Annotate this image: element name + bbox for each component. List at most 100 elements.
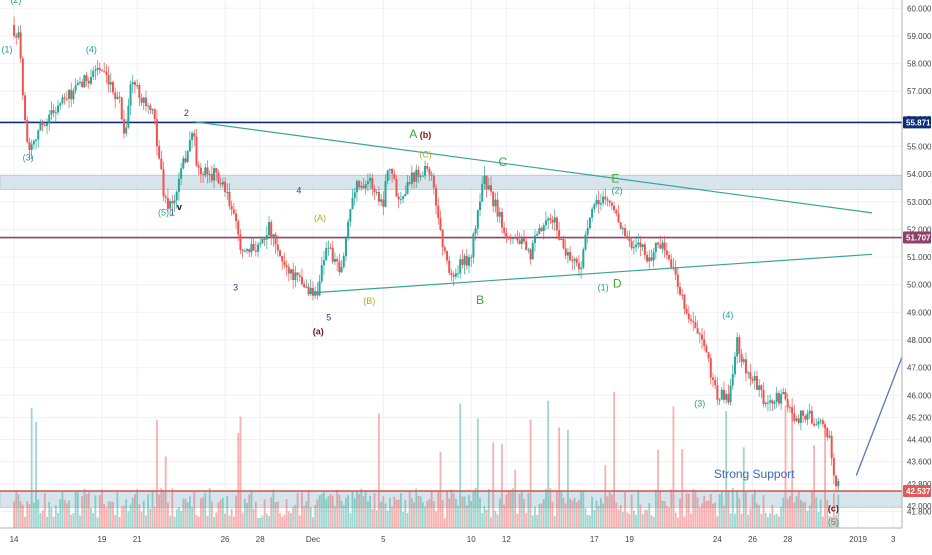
volume-bar (707, 500, 710, 528)
volume-bar (753, 489, 756, 528)
volume-bar (718, 494, 721, 528)
candle-body (813, 423, 816, 426)
volume-bar (736, 490, 739, 528)
y-tick-label: 49.000 (907, 308, 932, 317)
candle-body (375, 191, 378, 193)
volume-bar (125, 499, 128, 528)
candle-body (610, 202, 613, 206)
candle-body (177, 178, 180, 192)
volume-bar (723, 505, 725, 528)
volume-bar (599, 498, 602, 528)
volume-bar (692, 488, 695, 528)
volume-bar (542, 499, 545, 528)
candle-body (518, 240, 521, 245)
volume-bar (397, 499, 400, 528)
volume-bar (248, 494, 251, 528)
candle-body (41, 122, 44, 125)
volume-bar (325, 499, 328, 528)
candle-body (782, 391, 785, 395)
volume-bar (595, 500, 598, 528)
candle-body (832, 458, 835, 476)
candle-body (59, 103, 62, 106)
candle-body (133, 82, 136, 86)
candle-body (155, 119, 158, 147)
candle-body (289, 269, 292, 274)
volume-bar (395, 499, 398, 528)
candle-body (26, 120, 29, 142)
candle-body (707, 352, 710, 359)
candle-body (632, 247, 635, 249)
volume-bar (650, 515, 653, 528)
volume-bar (191, 507, 193, 528)
volume-bar (424, 506, 426, 528)
wave-label: (3) (23, 152, 34, 162)
volume-bar (28, 504, 31, 528)
volume-bar (402, 511, 404, 528)
candle-body (61, 97, 64, 104)
x-tick-label: 28 (783, 535, 792, 544)
candle-body (749, 372, 752, 379)
candle-body (395, 178, 398, 197)
volume-bar (364, 491, 367, 528)
wave-label: (2) (10, 0, 21, 5)
volume-bar (90, 507, 92, 528)
candle-body (509, 237, 512, 240)
candle-body (175, 191, 178, 201)
candle-body (432, 175, 435, 188)
volume-bar (254, 501, 257, 528)
candle-body (472, 233, 475, 258)
volume-bar (101, 489, 103, 528)
candle-body (96, 67, 99, 70)
candle-body (364, 184, 367, 189)
volume-bar (83, 488, 86, 528)
volume-bar (173, 516, 176, 528)
candle-body (435, 187, 438, 206)
volume-bar (279, 512, 281, 528)
y-tick-label: 55.000 (907, 143, 932, 152)
candle-body (494, 199, 497, 207)
candle-body (103, 71, 106, 73)
volume-bar (287, 511, 290, 528)
candle-body (406, 182, 409, 195)
candle-body (325, 248, 328, 261)
volume-bar (76, 492, 79, 528)
candle-body (606, 199, 609, 201)
volume-bar (459, 403, 462, 528)
wave-label: (5) (158, 208, 169, 218)
volume-bar (237, 433, 240, 528)
candle-body (542, 225, 545, 231)
wave-label: (c) (828, 503, 839, 513)
candle-body (173, 200, 176, 204)
candle-body (533, 235, 536, 244)
volume-bar (534, 506, 536, 528)
volume-bar (505, 494, 508, 528)
candle-body (446, 250, 449, 261)
candle-body (826, 427, 829, 438)
volume-bar (626, 512, 629, 528)
candles (13, 16, 840, 493)
candle-body (122, 119, 125, 134)
volume-bar (261, 515, 264, 528)
candle-body (463, 255, 466, 265)
volume-bar (621, 511, 624, 528)
volume-bar (610, 494, 613, 528)
volume-bar (327, 496, 330, 528)
candle-body (727, 393, 730, 403)
volume-bar (558, 427, 561, 528)
candle-body (35, 139, 38, 141)
volume-bar (360, 488, 363, 528)
candle-body (373, 188, 376, 193)
x-tick-label: 28 (256, 535, 265, 544)
volume-bar (230, 508, 233, 528)
candle-body (766, 402, 769, 404)
volume-bar (186, 502, 189, 528)
candle-body (298, 275, 301, 277)
volume-bar (290, 512, 292, 528)
volume-bar (461, 496, 464, 528)
volume-bar (175, 509, 178, 528)
candle-body (690, 319, 693, 321)
candle-body (270, 222, 273, 238)
volume-bar (195, 514, 198, 528)
candle-body (43, 124, 46, 126)
candle-body (327, 247, 330, 249)
